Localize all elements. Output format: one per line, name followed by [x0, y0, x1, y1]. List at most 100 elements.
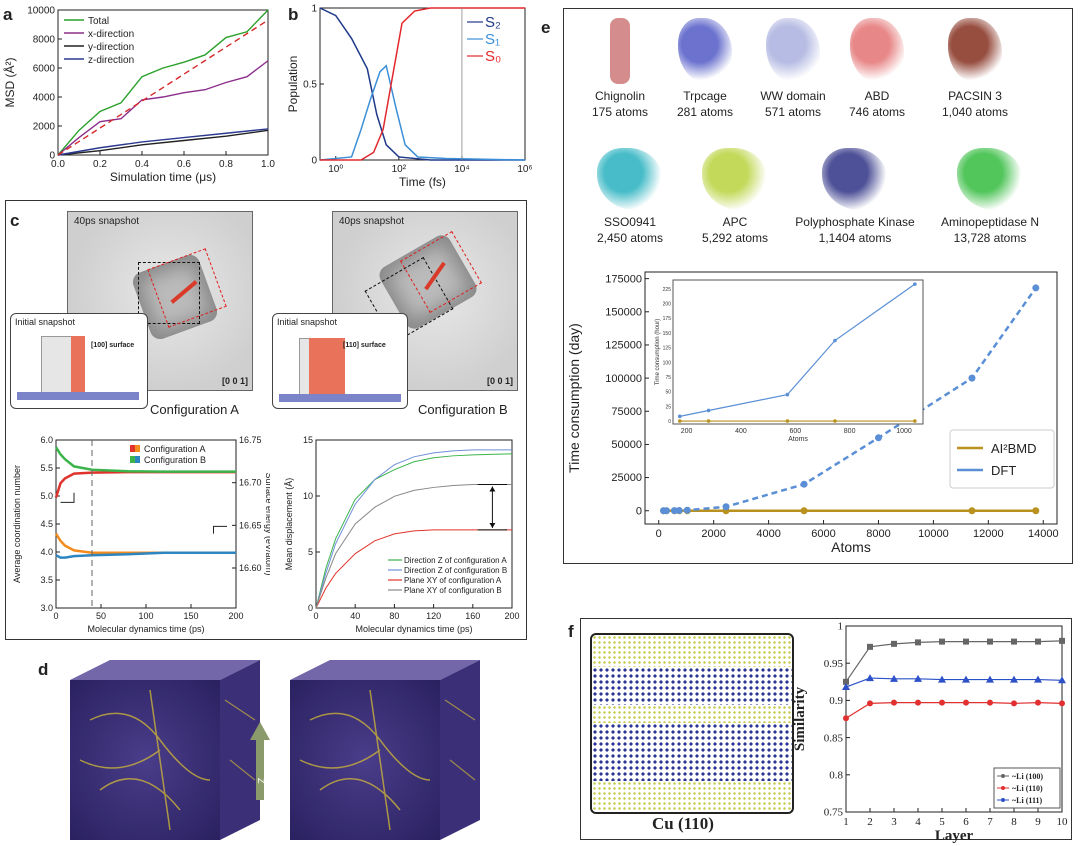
y-axis-label: Time consumption (day)	[566, 323, 582, 473]
inset-data-point	[833, 419, 837, 423]
data-point	[891, 699, 897, 706]
series-line-configuration-a	[54, 470, 236, 498]
x-tick-label: 160	[465, 611, 480, 621]
x-tick-label: 7	[987, 816, 993, 828]
dashed-box-a-black	[138, 262, 200, 324]
surface-label-a: [100] surface	[91, 342, 135, 349]
inset-y-tick-label: 175	[663, 316, 672, 322]
y-tick-label: 0.95	[824, 658, 844, 670]
y-tick-label: 5.5	[40, 463, 53, 473]
x-tick-label: 150	[183, 611, 198, 621]
legend-swatch	[135, 445, 140, 452]
data-point	[843, 715, 849, 722]
y-tick-label: 0.8	[829, 769, 843, 781]
inset-data-point	[913, 282, 917, 286]
difference-arrow-head-bottom	[489, 522, 496, 528]
y-tick-label: 175000	[605, 273, 642, 285]
legend-label: ~Li (111)	[1012, 796, 1043, 805]
x-tick-label: 0.6	[177, 159, 191, 170]
inset-data-point	[785, 419, 790, 423]
y-tick-label: 0	[311, 155, 317, 166]
arrow-left	[60, 492, 75, 503]
cube-2	[290, 660, 480, 840]
y-tick-label: 150000	[605, 306, 642, 318]
y2-tick-label: 16.75	[239, 435, 262, 445]
inset-x-tick-label: 400	[735, 428, 747, 435]
legend-label: Direction Z of configuration A	[404, 556, 507, 565]
y2-axis-label: Surface energy (eV/atom)	[264, 472, 270, 575]
inset-data-point	[913, 419, 917, 423]
data-point	[963, 638, 969, 645]
inset-y-tick-label: 125	[663, 346, 672, 352]
panel-label-f: f	[568, 622, 574, 641]
chart-b: 10⁰ 10² 10⁴ 10⁶ 0 0.5 1 Time (fs) Population S₂S₁…	[286, 3, 533, 189]
protein-apc: APC 5,292 atoms	[680, 148, 790, 246]
difference-arrow-head-top	[489, 486, 496, 492]
inset-data-point	[706, 408, 711, 413]
layer-li-2	[592, 723, 792, 781]
data-point	[675, 507, 683, 515]
legend-label: DFT	[991, 463, 1016, 478]
data-point	[800, 480, 808, 488]
chart-a: 0.0 0.2 0.4 0.6 0.8 1.0 0 2000 4000 6000 8000 10000…	[2, 5, 275, 184]
protein-atoms: 13,728 atoms	[953, 231, 1027, 245]
chart-e: 0 2000 4000 6000 8000 10000 12000 1400002500050…	[566, 271, 1059, 555]
x-tick-label: 14000	[1028, 528, 1059, 540]
protein-structure-icon	[702, 148, 768, 210]
legend-label: AI²BMD	[991, 441, 1037, 456]
y-tick-label: 5	[308, 547, 313, 557]
series-line--li-110-	[845, 702, 1063, 719]
protein-abd: ABD 746 atoms	[836, 18, 918, 120]
x-tick-label: 8000	[866, 528, 890, 540]
legend-label: Plane XY of configuration B	[404, 586, 502, 595]
inset-y-axis-label: Time consumption (hour)	[655, 319, 661, 385]
x-tick-label: 9	[1035, 816, 1041, 828]
initial-snapshot-a: Initial snapshot [100] surface	[10, 313, 148, 409]
data-point	[986, 675, 994, 683]
direction-label-b: [0 0 1]	[486, 376, 513, 386]
y-tick-label: 1	[838, 621, 844, 633]
data-point	[938, 675, 946, 683]
legend-label: S₀	[485, 48, 501, 65]
data-point	[662, 507, 670, 515]
protein-name: Aminopeptidase N	[940, 215, 1040, 229]
x-tick-label: 1	[843, 816, 849, 828]
series-line--li-100-	[845, 640, 1063, 683]
config-a-label: Configuration A	[150, 402, 239, 417]
layer-cu-top	[592, 635, 792, 667]
protein-atoms: 571 atoms	[764, 105, 822, 119]
x-tick-label: 120	[426, 611, 441, 621]
x-axis-label: Molecular dynamics time (ps)	[87, 624, 204, 634]
data-point	[1059, 700, 1065, 707]
protein-atoms: 5,292 atoms	[701, 231, 769, 245]
x-tick-label: 200	[228, 611, 243, 621]
x-tick-label: 5	[939, 816, 945, 828]
x-tick-label: 10	[1057, 816, 1069, 828]
series-line-y-direction	[57, 129, 269, 156]
data-point	[843, 678, 849, 685]
series-line-dft	[663, 287, 1037, 512]
inset-y-tick-label: 225	[663, 287, 672, 293]
data-point	[891, 640, 897, 647]
x-tick-label: 0.2	[93, 159, 107, 170]
protein-name: Chignolin	[594, 89, 646, 103]
y-tick-label: 125000	[605, 340, 642, 352]
data-point	[1035, 638, 1041, 645]
panel-e-frame	[563, 8, 1073, 564]
x-tick-label: 0.8	[219, 159, 233, 170]
x-tick-label: 10000	[918, 528, 949, 540]
protein-structure-icon	[850, 18, 904, 84]
panel-label-c: c	[10, 211, 20, 230]
inset-x-axis-label: Atoms	[788, 436, 808, 443]
legend-label: Direction Z of configuration B	[404, 566, 507, 575]
legend-label: ~Li (110)	[1012, 784, 1043, 793]
inset-x-tick-label: 600	[789, 428, 801, 435]
panel-label-b: b	[288, 5, 299, 24]
data-point	[1059, 637, 1065, 644]
inset-x-tick-label: 1000	[896, 428, 912, 435]
inset-x-tick-label: 200	[681, 428, 693, 435]
series-line--li-111-	[845, 677, 1063, 688]
legend-label: x-direction	[88, 29, 134, 40]
series-line-z-direction	[57, 128, 269, 156]
y-axis-label: Mean displacement (Å)	[284, 478, 294, 571]
